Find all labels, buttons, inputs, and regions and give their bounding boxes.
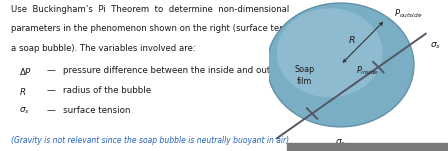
Text: a soap bubble). The variables involved are:: a soap bubble). The variables involved a… [11,44,195,53]
Text: $P_{inside}$: $P_{inside}$ [356,65,379,77]
Text: $P_{outside}$: $P_{outside}$ [394,7,423,20]
Text: $\sigma_s$: $\sigma_s$ [430,40,441,51]
Text: $\sigma_s$: $\sigma_s$ [335,137,346,148]
Text: —: — [47,66,56,76]
Text: —: — [47,86,56,95]
Text: $R$: $R$ [19,86,26,97]
Circle shape [267,3,414,127]
Text: (Gravity is not relevant since the soap bubble is neutrally buoyant in air): (Gravity is not relevant since the soap … [11,136,289,145]
Text: $\Delta P$: $\Delta P$ [19,66,32,77]
Text: pressure difference between the inside and outside: pressure difference between the inside a… [63,66,289,76]
Text: —: — [47,106,56,115]
Bar [287,143,448,151]
Text: $\sigma_s$: $\sigma_s$ [19,106,30,116]
Text: $R$: $R$ [348,34,356,45]
Circle shape [277,8,383,97]
Text: Use  Buckingham’s  Pi  Theorem  to  determine  non-dimensional: Use Buckingham’s Pi Theorem to determine… [11,5,289,14]
Text: parameters in the phenomenon shown on the right (surface tension of: parameters in the phenomenon shown on th… [11,24,313,33]
Text: radius of the bubble: radius of the bubble [63,86,151,95]
Text: surface tension: surface tension [63,106,131,115]
Text: Soap
film: Soap film [294,65,315,86]
